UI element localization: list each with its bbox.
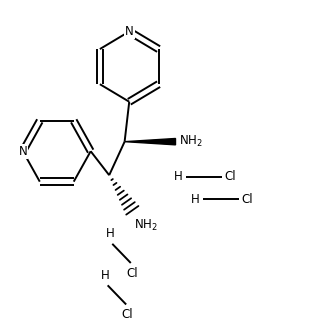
Text: H: H — [174, 170, 183, 183]
Text: H: H — [106, 227, 114, 240]
Text: Cl: Cl — [121, 308, 133, 321]
Text: H: H — [191, 193, 200, 206]
Text: N: N — [125, 25, 134, 38]
Text: Cl: Cl — [126, 267, 138, 280]
Text: N: N — [19, 145, 27, 158]
Polygon shape — [125, 138, 176, 145]
Text: NH$_2$: NH$_2$ — [134, 218, 158, 233]
Text: Cl: Cl — [225, 170, 236, 183]
Text: Cl: Cl — [242, 193, 253, 206]
Text: NH$_2$: NH$_2$ — [179, 134, 203, 149]
Text: H: H — [101, 268, 110, 282]
